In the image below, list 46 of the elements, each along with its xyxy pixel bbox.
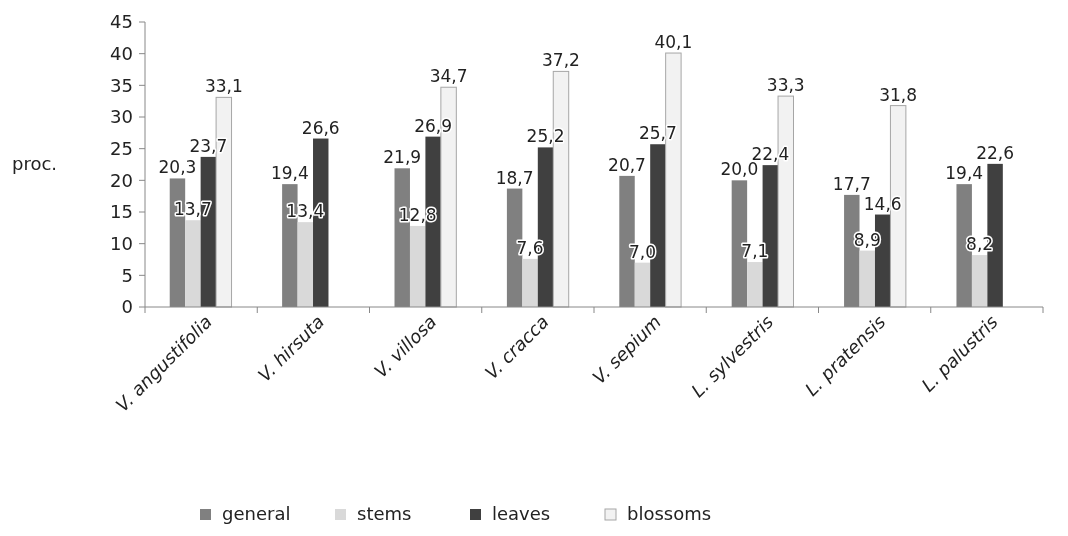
- y-tick-label: 10: [110, 232, 133, 254]
- data-label: 25,7: [638, 123, 677, 144]
- y-tick-label: 30: [110, 106, 133, 128]
- data-label: 31,8: [879, 84, 918, 105]
- y-tick-label: 20: [110, 169, 133, 191]
- y-axis-title: proc.: [12, 152, 58, 174]
- bar: [522, 258, 538, 307]
- data-label: 37,2: [542, 50, 580, 71]
- data-label: 19,4: [945, 163, 984, 184]
- bar: [859, 250, 875, 307]
- legend-label: blossoms: [627, 503, 712, 524]
- legend-label: general: [222, 503, 291, 524]
- data-label: 33,1: [204, 76, 243, 97]
- data-label: 20,3: [158, 157, 197, 178]
- data-label: 18,7: [495, 167, 534, 188]
- data-label: 21,9: [383, 147, 422, 168]
- legend-label: stems: [357, 503, 412, 524]
- data-label: 22,6: [976, 142, 1015, 163]
- data-label: 23,7: [189, 135, 228, 156]
- y-tick-label: 15: [110, 201, 133, 223]
- bar: [409, 225, 426, 307]
- y-tick-label: 0: [121, 296, 133, 318]
- data-label: 12,8: [398, 204, 437, 225]
- legend-label: leaves: [492, 503, 551, 524]
- data-label: 19,4: [270, 163, 309, 184]
- data-label: 25,2: [526, 126, 565, 147]
- data-label: 13,7: [173, 199, 212, 220]
- bar: [185, 220, 201, 307]
- data-label: 13,4: [286, 201, 325, 222]
- data-label: 17,7: [832, 173, 871, 194]
- y-tick-label: 5: [121, 264, 133, 286]
- y-tick-label: 35: [110, 74, 133, 96]
- data-label: 33,3: [766, 75, 805, 96]
- bar: [634, 262, 651, 307]
- y-tick-label: 25: [110, 137, 133, 159]
- y-tick-label: 45: [110, 11, 133, 33]
- data-label: 34,7: [429, 66, 468, 87]
- y-tick-label: 40: [110, 42, 133, 64]
- bar: [747, 262, 763, 307]
- data-label: 26,9: [414, 115, 453, 136]
- bar: [971, 255, 988, 307]
- data-label: 14,6: [863, 193, 902, 214]
- data-label: 20,7: [608, 154, 646, 175]
- data-label: 40,1: [654, 32, 693, 53]
- bar: [297, 222, 314, 307]
- data-label: 26,6: [301, 117, 340, 138]
